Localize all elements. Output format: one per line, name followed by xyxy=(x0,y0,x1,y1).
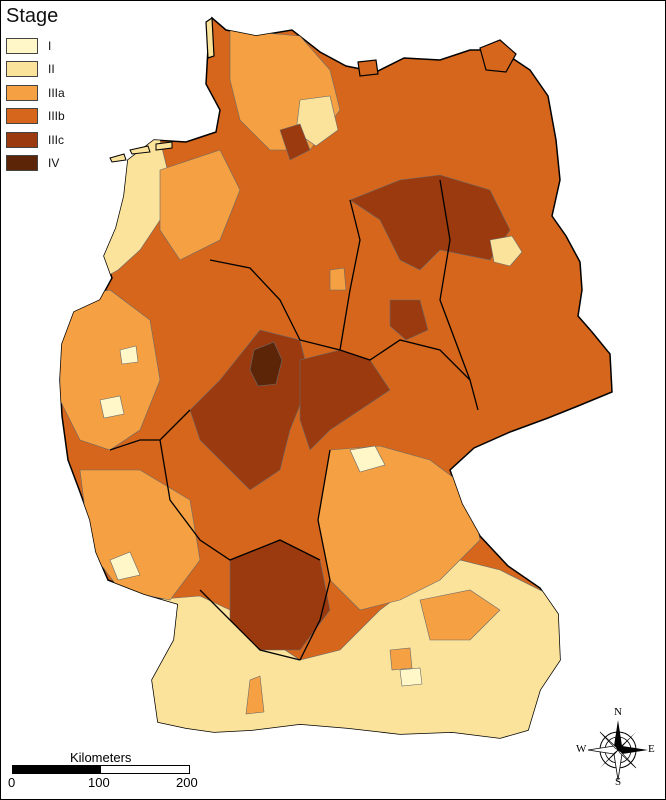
island-ruegen xyxy=(479,39,517,73)
legend-item: IIIa xyxy=(6,81,65,105)
legend-label: II xyxy=(48,62,55,77)
legend-item: IIIc xyxy=(6,128,65,152)
region-stage-iiia-a xyxy=(245,675,265,715)
legend-swatch xyxy=(6,108,38,125)
legend-swatch xyxy=(6,37,38,54)
legend-item: II xyxy=(6,58,65,82)
region-se-stage-iiia xyxy=(419,589,501,641)
frisian-islands xyxy=(109,141,173,163)
legend-swatch xyxy=(6,84,38,101)
legend-label: IIIc xyxy=(48,132,65,147)
compass-e: E xyxy=(648,743,655,755)
region-stage-iiia-c xyxy=(329,267,347,291)
scale-tick-label: 0 xyxy=(8,775,16,790)
legend-item: IV xyxy=(6,152,65,176)
scale-segment-white xyxy=(101,766,189,773)
legend-label: IV xyxy=(48,156,60,171)
region-north-stage-iiic xyxy=(279,123,311,161)
legend-item: IIIb xyxy=(6,105,65,129)
region-stage-iiia-b xyxy=(389,647,413,671)
legend-swatch xyxy=(6,155,38,172)
region-stage-i-a xyxy=(349,445,386,473)
legend-swatch xyxy=(6,131,38,148)
scale-bar-title: Kilometers xyxy=(70,750,132,765)
region-center-stage-iiic xyxy=(389,299,429,341)
region-stage-i-e xyxy=(399,667,423,687)
legend-label: IIIb xyxy=(48,109,65,124)
compass-n: N xyxy=(614,706,622,718)
region-nw2-stage-iiia xyxy=(159,149,241,261)
legend: Stage I II IIIa IIIb IIIc IV xyxy=(6,5,65,175)
island-fehmarn xyxy=(357,59,379,77)
legend-item: I xyxy=(6,34,65,58)
scale-segment-black xyxy=(13,766,101,773)
legend-label: I xyxy=(48,38,52,53)
region-sachsen-anhalt-stage-iiic xyxy=(349,174,511,271)
scale-tick-label: 200 xyxy=(176,775,198,790)
legend-title: Stage xyxy=(6,5,59,27)
island-sylt xyxy=(205,16,215,59)
region-berlin-stage-ii xyxy=(489,235,523,267)
compass-rose: N S E W xyxy=(576,706,658,790)
region-stage-iv xyxy=(249,341,283,387)
compass-s: S xyxy=(615,776,622,788)
compass-icon xyxy=(587,720,648,781)
scale-tick-label: 100 xyxy=(88,775,110,790)
region-stage-i-c xyxy=(99,395,125,419)
state-borders xyxy=(109,179,479,661)
scale-bar-segments xyxy=(12,765,190,774)
region-stage-i-d xyxy=(119,345,139,365)
region-stage-i-b xyxy=(109,551,141,581)
legend-swatch xyxy=(6,61,38,78)
region-west-stage-iiia xyxy=(60,289,161,451)
legend-label: IIIa xyxy=(48,85,65,100)
compass-w: W xyxy=(576,743,587,755)
region-hesse-stage-iiic xyxy=(189,329,311,491)
